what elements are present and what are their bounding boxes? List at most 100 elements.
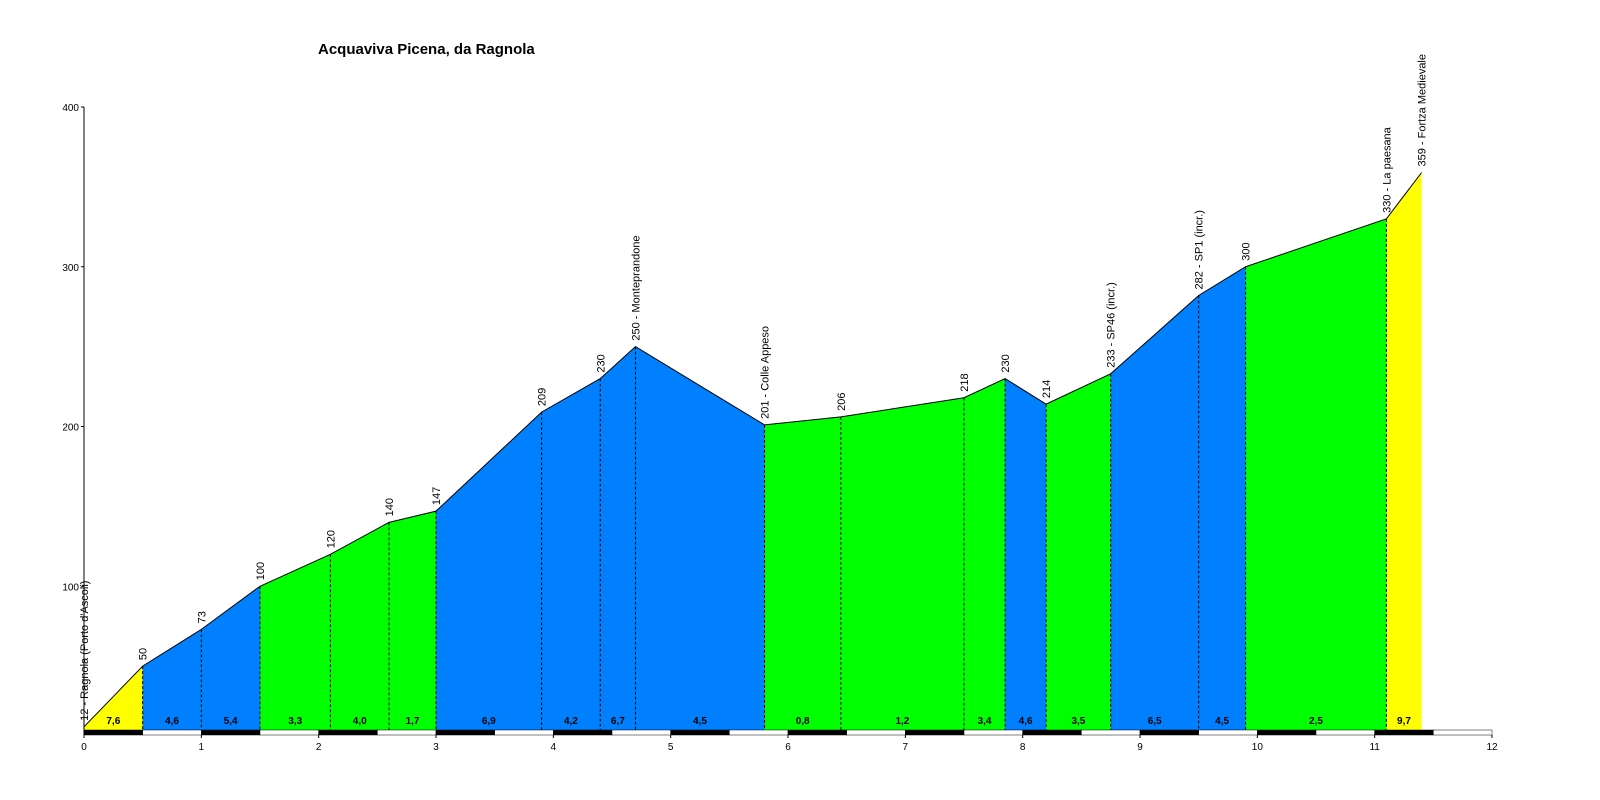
x-tick-label: 1 xyxy=(199,742,205,753)
km-bar-block xyxy=(963,729,1023,736)
segment-grade-label: 7,6 xyxy=(106,716,120,727)
point-elevation-label: 233 - SP46 (incr.) xyxy=(1106,282,1118,368)
segment-fill xyxy=(1245,218,1387,730)
segment-fill xyxy=(84,666,143,730)
km-bar-block xyxy=(1081,729,1141,736)
segment-grade-label: 3,4 xyxy=(978,716,992,727)
point-elevation-label: 300 xyxy=(1241,242,1253,260)
segment-grade-label: 4,5 xyxy=(693,716,707,727)
point-elevation-label: 140 xyxy=(384,498,396,516)
segment-grade-label: 0,8 xyxy=(796,716,810,727)
km-bar-block xyxy=(787,729,847,736)
x-tick-label: 11 xyxy=(1369,742,1380,753)
x-tick-label: 8 xyxy=(1020,742,1026,753)
segment-grade-label: 3,5 xyxy=(1071,716,1085,727)
km-bar-block xyxy=(729,729,789,736)
segment-fill xyxy=(635,346,765,730)
segment-grade-label: 4,0 xyxy=(353,716,367,727)
km-bar-block xyxy=(1315,729,1375,736)
y-tick-label: 300 xyxy=(62,263,79,274)
point-elevation-labels: 12 - Ragnola (Porto d'Ascoli) 50 73 100 120 1… xyxy=(79,54,1429,721)
point-elevation-label: 120 xyxy=(325,530,337,548)
km-bar-block xyxy=(1257,729,1317,736)
x-tick-label: 3 xyxy=(433,742,439,753)
km-scale-bar xyxy=(83,729,1493,736)
point-elevation-label: 359 - Fortza Medievale xyxy=(1417,54,1429,167)
segment-fills xyxy=(84,172,1422,730)
segment-fill xyxy=(1198,266,1246,730)
km-bar-block xyxy=(201,729,261,736)
profile-outline xyxy=(83,172,1422,728)
point-elevation-label: 100 xyxy=(255,562,267,580)
segment-dividers xyxy=(142,218,1387,730)
point-elevation-label: 12 - Ragnola (Porto d'Ascoli) xyxy=(79,581,91,721)
segment-grade-label: 2,5 xyxy=(1309,716,1323,727)
segment-grade-label: 3,3 xyxy=(288,716,302,727)
point-elevation-label: 214 xyxy=(1041,380,1053,398)
point-elevation-label: 230 xyxy=(1000,354,1012,372)
segment-grade-label: 6,5 xyxy=(1148,716,1162,727)
segment-grade-label: 6,7 xyxy=(611,716,625,727)
segment-grade-label: 5,4 xyxy=(224,716,238,727)
km-bar-block xyxy=(494,729,554,736)
km-bar-block xyxy=(1374,729,1434,736)
point-elevation-label: 50 xyxy=(138,648,150,660)
x-tick-label: 4 xyxy=(551,742,557,753)
point-elevation-label: 230 xyxy=(595,354,607,372)
profile-line xyxy=(83,172,1422,728)
km-bar-block xyxy=(846,729,906,736)
x-tick-label: 6 xyxy=(785,742,791,753)
segment-fill xyxy=(142,629,202,730)
segment-fill xyxy=(840,397,964,730)
segment-grade-labels: 7,6 4,6 5,4 3,3 4,0 1,7 6,9 4,2 6,7 4,5 0,8 1,2 3,4 4… xyxy=(106,716,1411,727)
x-tick-label: 5 xyxy=(668,742,674,753)
y-tick-label: 400 xyxy=(62,103,79,114)
km-bar-block xyxy=(905,729,965,736)
km-bar-block xyxy=(1022,729,1082,736)
segment-fill xyxy=(1005,378,1047,730)
segment-grade-label: 9,7 xyxy=(1397,716,1411,727)
point-elevation-label: 330 - La paesana xyxy=(1381,126,1393,213)
y-tick-label: 100 xyxy=(62,582,79,593)
segment-grade-label: 1,2 xyxy=(895,716,909,727)
segment-fill xyxy=(260,554,331,730)
chart-title: Acquaviva Picena, da Ragnola xyxy=(318,41,535,58)
segment-grade-label: 4,6 xyxy=(1019,716,1033,727)
km-bar-block xyxy=(142,729,202,736)
segment-fill xyxy=(964,378,1006,730)
km-bar-block xyxy=(259,729,319,736)
segment-grade-label: 4,6 xyxy=(165,716,179,727)
point-elevation-label: 209 xyxy=(537,388,549,406)
x-tick-label: 10 xyxy=(1252,742,1264,753)
segment-fill xyxy=(541,378,601,730)
point-elevation-label: 147 xyxy=(431,487,443,505)
segment-fill xyxy=(1046,373,1111,730)
segment-fill xyxy=(764,416,841,730)
km-bar-block xyxy=(377,729,437,736)
km-bar-block xyxy=(1198,729,1258,736)
km-bar-block xyxy=(83,729,143,736)
segment-grade-label: 4,2 xyxy=(564,716,578,727)
x-tick-label: 12 xyxy=(1486,742,1498,753)
x-tick-label: 0 xyxy=(81,742,87,753)
point-elevation-label: 73 xyxy=(196,611,208,623)
segment-fill xyxy=(330,522,390,730)
point-elevation-label: 218 xyxy=(959,373,971,391)
km-bar-block xyxy=(670,729,730,736)
segment-grade-label: 6,9 xyxy=(482,716,496,727)
point-elevation-label: 206 xyxy=(836,393,848,411)
segment-fill xyxy=(1110,295,1199,730)
x-tick-label: 7 xyxy=(903,742,909,753)
km-bar-block xyxy=(611,729,671,736)
segment-fill xyxy=(1386,172,1422,730)
y-tick-label: 200 xyxy=(62,423,79,434)
segment-fill xyxy=(389,511,436,730)
km-bar-block xyxy=(435,729,495,736)
x-tick-label: 2 xyxy=(316,742,322,753)
segment-fill xyxy=(600,346,636,730)
km-bar-block xyxy=(553,729,613,736)
segment-grade-label: 4,5 xyxy=(1215,716,1229,727)
km-bar-block xyxy=(1139,729,1199,736)
